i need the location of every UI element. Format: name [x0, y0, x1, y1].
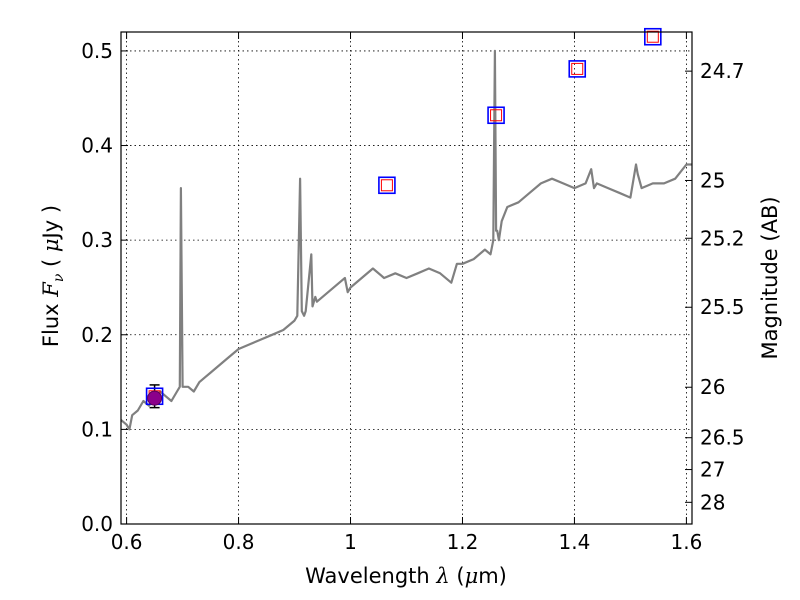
y2-axis-title: Magnitude (AB): [758, 196, 782, 359]
photometry-filled-point: [147, 390, 163, 406]
x-axis-title: Wavelength λ (μm): [305, 564, 507, 588]
y2-tick-label: 25.5: [700, 295, 745, 319]
y2-tick-label: 28: [700, 490, 725, 514]
photometry-square-inner: [380, 179, 393, 192]
photometry-square-outer: [487, 106, 505, 125]
y2-tick-label: 25.2: [700, 226, 745, 250]
y-tick-label: 0.5: [81, 39, 113, 63]
plot-area: [120, 49, 692, 431]
y-tick-label: 0.3: [81, 228, 113, 252]
photometry-square-inner: [490, 109, 503, 122]
photometry-square-inner: [646, 30, 659, 43]
x-tick-label: 1.6: [670, 530, 702, 554]
photometry-square-inner: [571, 62, 584, 75]
x-tick-label: 0.6: [111, 530, 143, 554]
axis-ticks: 0.6 0.8 1 1.2 1.4 1.6 0.0 0.1 0.2 0.3 0.4 0.5 24.7 25…: [81, 32, 745, 554]
x-tick-label: 0.8: [223, 530, 255, 554]
photometry-square-outer: [644, 27, 662, 46]
x-tick-label: 1: [344, 530, 357, 554]
plot-frame: [120, 31, 693, 525]
y2-tick-label: 26: [700, 375, 725, 399]
y-tick-label: 0.1: [81, 417, 113, 441]
x-tick-label: 1.4: [559, 530, 591, 554]
photometry-markers: [145, 27, 662, 409]
spectrum-line: [120, 49, 692, 431]
x-tick-label: 1.2: [447, 530, 479, 554]
y-axis-title: Flux Fν ( μJy ): [39, 205, 67, 347]
photometry-square-outer: [568, 60, 587, 78]
y2-tick-label: 26.5: [700, 426, 745, 450]
y2-tick-label: 25: [700, 168, 725, 192]
y-tick-label: 0.4: [81, 134, 113, 158]
y2-tick-label: 24.7: [700, 59, 745, 83]
y2-tick-label: 27: [700, 458, 725, 482]
y-tick-label: 0.2: [81, 323, 113, 347]
y-tick-label: 0.0: [81, 512, 113, 536]
photometry-square-outer: [378, 176, 396, 195]
